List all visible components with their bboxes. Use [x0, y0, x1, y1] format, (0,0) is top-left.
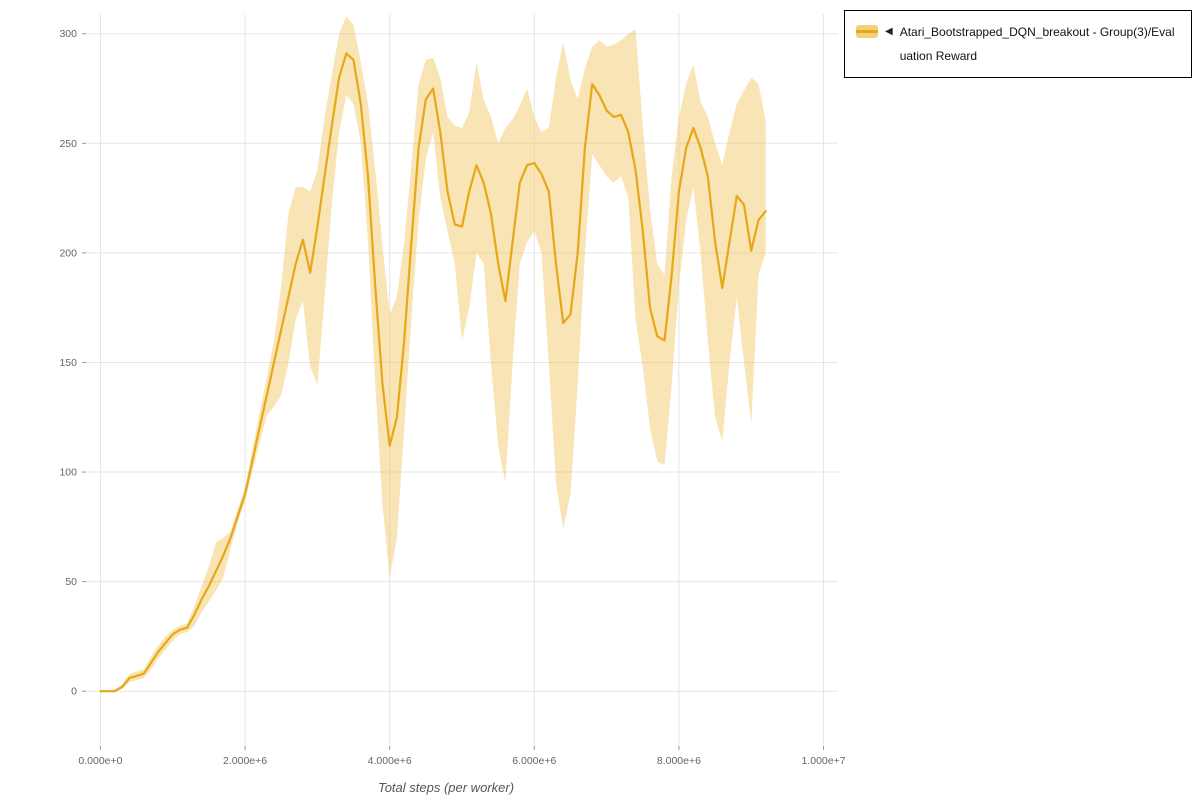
- y-tick-label: 150: [59, 357, 77, 369]
- legend-box[interactable]: ◀ Atari_Bootstrapped_DQN_breakout - Grou…: [844, 10, 1192, 78]
- legend-series-swatch: [856, 25, 878, 38]
- legend-series-line-icon: [856, 30, 878, 33]
- y-tick-label: 300: [59, 28, 77, 40]
- x-tick-label: 6.000e+6: [512, 755, 556, 767]
- legend-series-label: Atari_Bootstrapped_DQN_breakout - Group(…: [899, 25, 1175, 63]
- x-tick-label: 4.000e+6: [368, 755, 412, 767]
- y-tick-label: 50: [65, 576, 77, 588]
- y-tick-label: 250: [59, 138, 77, 150]
- x-tick-label: 8.000e+6: [657, 755, 701, 767]
- legend-collapse-icon[interactable]: ◀: [885, 26, 893, 37]
- confidence-band: [100, 16, 766, 692]
- x-tick-label: 0.000e+0: [78, 755, 122, 767]
- y-tick-label: 200: [59, 247, 77, 259]
- mean-reward-line: [99, 52, 767, 693]
- x-tick-label: 2.000e+6: [223, 755, 267, 767]
- y-tick-label: 100: [59, 467, 77, 479]
- x-axis-title: Total steps (per worker): [377, 780, 515, 795]
- y-tick-label: 0: [71, 686, 77, 698]
- x-tick-label: 1.000e+7: [801, 755, 845, 767]
